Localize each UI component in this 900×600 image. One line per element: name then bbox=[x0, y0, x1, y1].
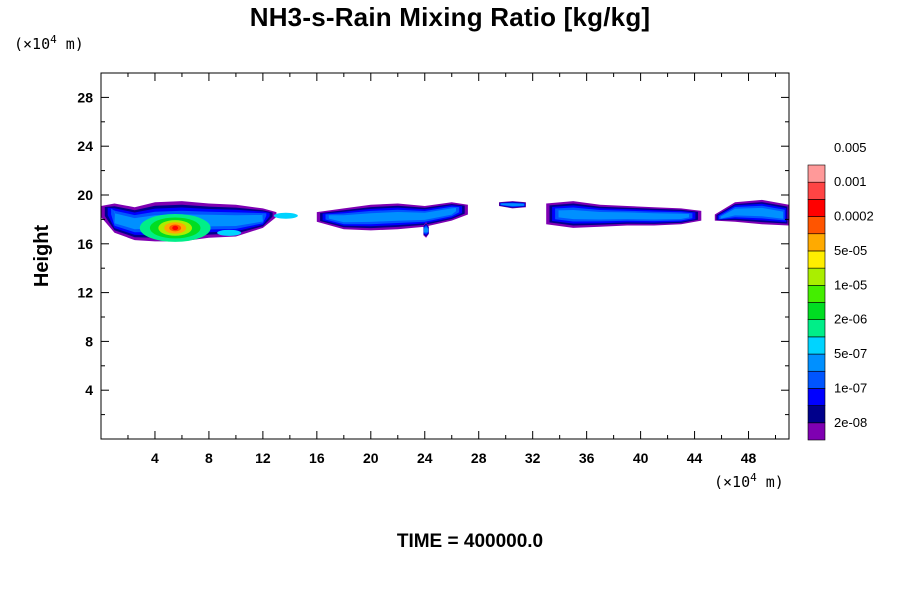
y-tick-label: 4 bbox=[85, 382, 93, 398]
colorbar-label: 5e-07 bbox=[834, 346, 867, 361]
x-tick-label: 4 bbox=[151, 450, 159, 466]
colorbar-label: 0.001 bbox=[834, 174, 867, 189]
colorbar-label: 0.005 bbox=[834, 140, 867, 155]
x-tick-label: 16 bbox=[309, 450, 325, 466]
colorbar-label: 0.0002 bbox=[834, 209, 874, 224]
colorbar-swatch bbox=[807, 336, 826, 355]
colorbar-swatch bbox=[807, 405, 826, 424]
colorbar-label: 2e-08 bbox=[834, 415, 867, 430]
y-unit-prefix: (×10 bbox=[14, 35, 50, 53]
colorbar-swatch bbox=[807, 353, 826, 372]
x-tick-label: 20 bbox=[363, 450, 379, 466]
cloud-contour-band bbox=[501, 203, 524, 206]
y-tick-label: 8 bbox=[85, 333, 93, 349]
cloud-contour-band bbox=[558, 210, 689, 220]
y-tick-label: 12 bbox=[77, 285, 93, 301]
x-tick-label: 8 bbox=[205, 450, 213, 466]
y-axis-label: Height bbox=[31, 225, 53, 288]
colorbar-swatch bbox=[807, 285, 826, 303]
colorbar-label: 2e-06 bbox=[834, 312, 867, 327]
y-axis-unit: (×104 m) bbox=[14, 33, 84, 53]
cloud-field bbox=[101, 199, 789, 242]
time-label: TIME = 400000.0 bbox=[396, 531, 544, 552]
y-unit-suffix: m) bbox=[57, 35, 84, 53]
chart-title: NH3-s-Rain Mixing Ratio [kg/kg] bbox=[249, 2, 651, 32]
cloud-core-band bbox=[172, 225, 179, 231]
y-tick-label: 20 bbox=[77, 187, 93, 203]
colorbar-swatch bbox=[807, 267, 826, 286]
x-unit-exponent: 4 bbox=[750, 471, 757, 484]
x-tick-label: 24 bbox=[417, 450, 433, 466]
x-tick-label: 12 bbox=[255, 450, 271, 466]
cloud-contour-band bbox=[720, 207, 784, 219]
cloud-contour-band bbox=[328, 208, 456, 223]
colorbar-swatch bbox=[807, 250, 826, 269]
colorbar-label: 5e-05 bbox=[834, 243, 867, 258]
colorbar-label: 1e-07 bbox=[834, 380, 867, 395]
cloud-core-band bbox=[217, 229, 242, 236]
colorbar-swatch bbox=[807, 216, 826, 235]
x-tick-label: 36 bbox=[579, 450, 595, 466]
colorbar: 2e-08 1e-07 5e-07 2e-06 1e-05 5e-05 0.0002 0.00… bbox=[807, 140, 874, 441]
colorbar-swatch bbox=[807, 164, 826, 183]
cloud-core-band bbox=[273, 212, 298, 219]
y-tick-label: 16 bbox=[77, 236, 93, 252]
colorbar-swatch bbox=[807, 181, 826, 200]
x-tick-label: 48 bbox=[741, 450, 757, 466]
x-axis-unit: (×104 m) bbox=[714, 471, 784, 491]
y-tick-label: 28 bbox=[77, 89, 93, 105]
colorbar-swatch bbox=[807, 233, 826, 252]
x-tick-label: 44 bbox=[687, 450, 703, 466]
x-unit-prefix: (×10 bbox=[714, 473, 750, 491]
x-tick-label: 28 bbox=[471, 450, 487, 466]
x-tick-label: 40 bbox=[633, 450, 649, 466]
colorbar-swatch bbox=[807, 370, 826, 389]
x-unit-suffix: m) bbox=[757, 473, 784, 491]
colorbar-swatch bbox=[807, 422, 826, 441]
colorbar-swatch bbox=[807, 199, 826, 217]
plot-frame bbox=[100, 72, 790, 440]
colorbar-swatch bbox=[807, 319, 826, 338]
y-tick-label: 24 bbox=[77, 138, 93, 154]
colorbar-label: 1e-05 bbox=[834, 277, 867, 292]
x-tick-label: 32 bbox=[525, 450, 541, 466]
y-unit-exponent: 4 bbox=[50, 33, 57, 46]
colorbar-swatch bbox=[807, 302, 826, 320]
plot-background bbox=[101, 73, 789, 439]
colorbar-swatch bbox=[807, 388, 826, 406]
cloud-contour-band bbox=[423, 227, 429, 233]
